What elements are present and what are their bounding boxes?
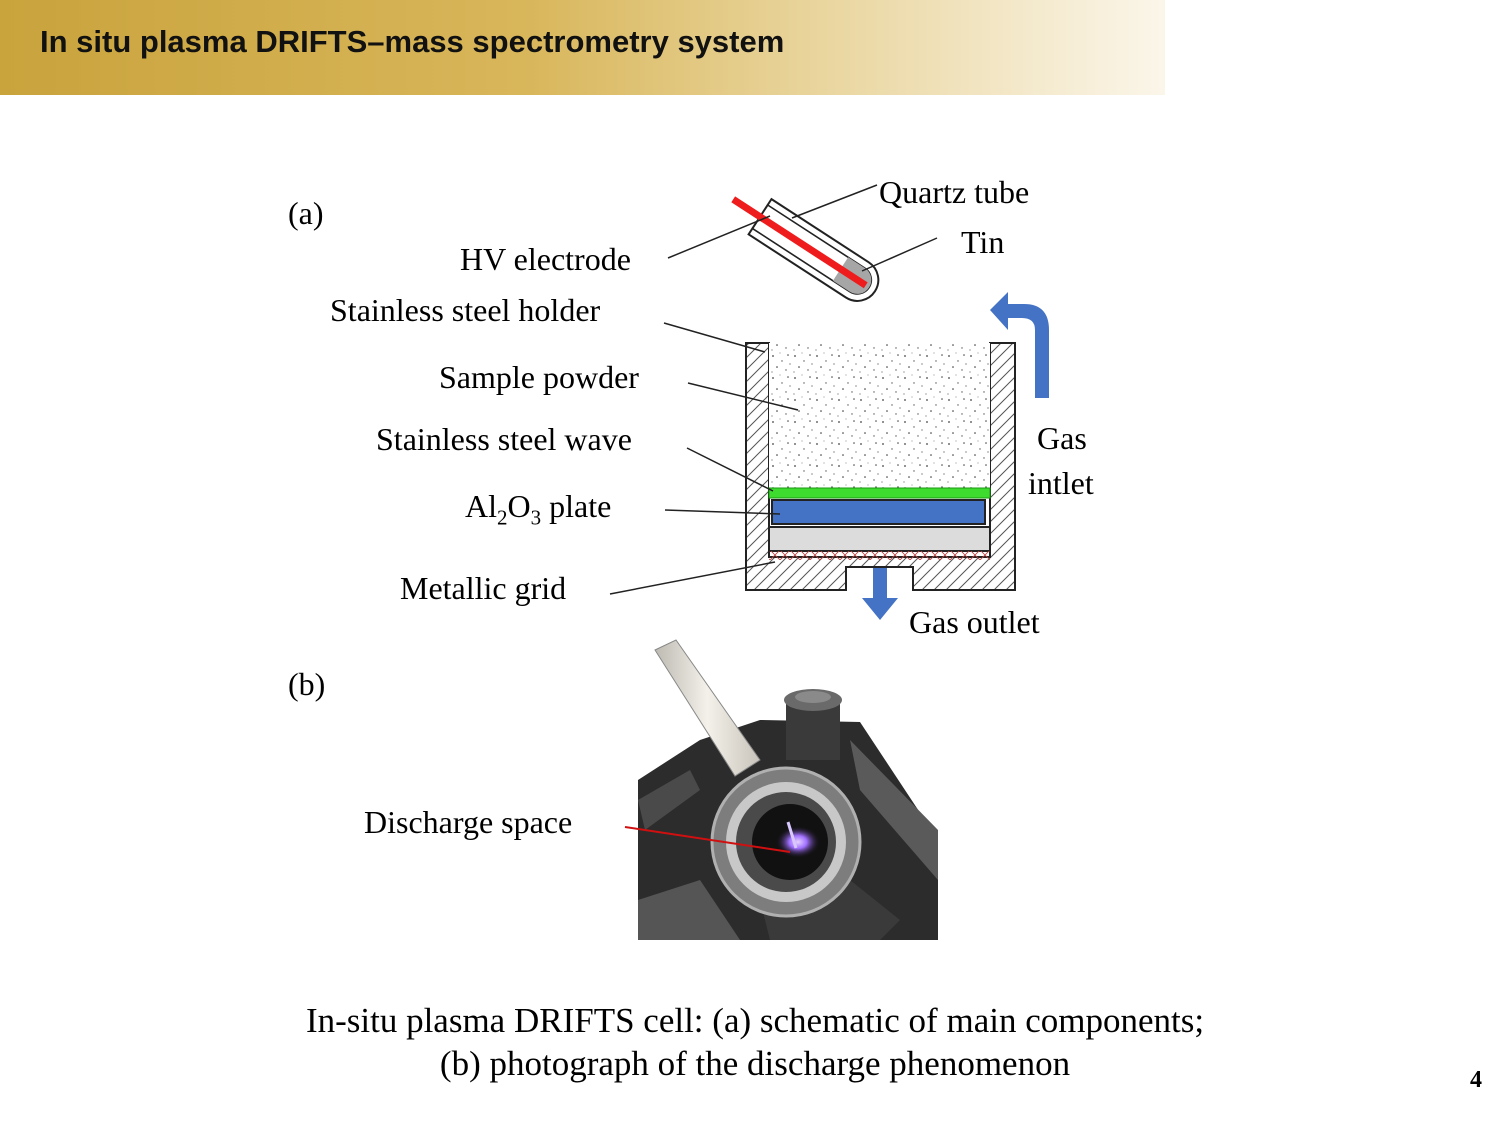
- support-block: [768, 526, 991, 552]
- quartz-tube: [731, 196, 880, 302]
- hv-electrode: [731, 196, 868, 289]
- label-gas-inlet-line2: intlet: [1028, 465, 1094, 501]
- leader-lines: [609, 184, 938, 595]
- page-number: 4: [1470, 1067, 1482, 1093]
- label-hv-electrode: HV electrode: [460, 241, 631, 277]
- stainless-steel-wave: [768, 487, 991, 499]
- figure-caption-line2: (b) photograph of the discharge phenomen…: [439, 1044, 1071, 1083]
- panel-label-a: (a): [288, 195, 324, 231]
- title-bar: In situ plasma DRIFTS–mass spectrometry …: [0, 0, 1165, 95]
- label-al2o3-plate: Al2O3 plate: [465, 488, 612, 530]
- discharge-photograph: [624, 636, 938, 940]
- sample-powder: [769, 343, 990, 488]
- slide-title: In situ plasma DRIFTS–mass spectrometry …: [40, 24, 785, 59]
- gas-inlet-arrow: [990, 292, 1049, 398]
- label-sample-powder: Sample powder: [439, 359, 639, 395]
- label-gas-inlet-line1: Gas: [1037, 420, 1087, 456]
- metallic-grid: [769, 551, 990, 560]
- label-discharge-space: Discharge space: [364, 804, 573, 840]
- label-stainless-steel-holder: Stainless steel holder: [330, 292, 601, 328]
- gas-outlet-arrow: [862, 568, 898, 620]
- label-metallic-grid: Metallic grid: [400, 570, 567, 606]
- label-quartz-tube: Quartz tube: [879, 174, 1030, 210]
- label-gas-outlet: Gas outlet: [909, 604, 1040, 640]
- al2o3-plate: [771, 499, 986, 525]
- label-stainless-steel-wave: Stainless steel wave: [376, 421, 632, 457]
- figure-caption-line1: In-situ plasma DRIFTS cell: (a) schemati…: [305, 1001, 1205, 1040]
- label-tin: Tin: [961, 224, 1005, 260]
- panel-label-b: (b): [288, 666, 326, 702]
